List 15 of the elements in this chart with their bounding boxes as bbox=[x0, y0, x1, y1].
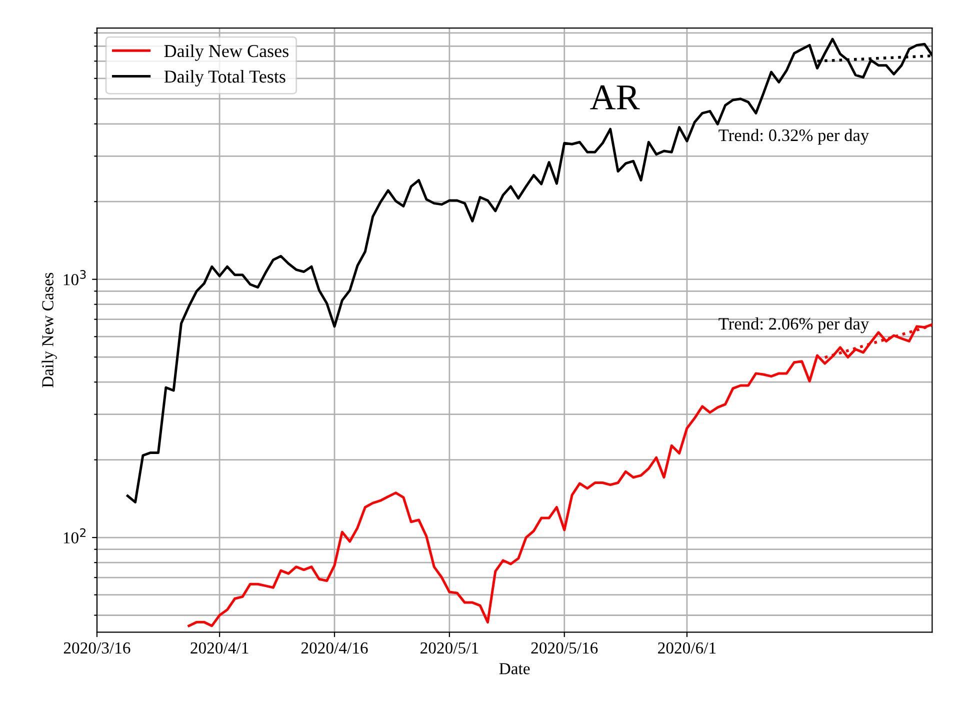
x-tick-label: 2020/5/1 bbox=[420, 642, 478, 654]
x-tick-label: 2020/4/16 bbox=[301, 642, 368, 654]
y-tick-label: 10$^{2}$ bbox=[64, 528, 86, 544]
y-tick-label: 10$^{3}$ bbox=[64, 270, 86, 286]
text: AR bbox=[590, 85, 640, 110]
x-tick-label: 2020/5/16 bbox=[531, 642, 598, 654]
y-axis-title: Daily New Cases bbox=[42, 272, 57, 388]
x-axis-title: Date bbox=[499, 663, 530, 674]
annotation: Trend: 2.06% per day bbox=[718, 317, 870, 334]
x-tick-label: 2020/6/1 bbox=[658, 642, 716, 654]
x-tick-label: 2020/3/16 bbox=[64, 642, 130, 654]
annotation: Trend: 0.32% per day bbox=[718, 128, 870, 145]
x-tick-label: 2020/4/1 bbox=[190, 642, 248, 654]
legend-label: Daily New Cases bbox=[164, 44, 288, 61]
legend-label: Daily Total Tests bbox=[164, 70, 286, 86]
